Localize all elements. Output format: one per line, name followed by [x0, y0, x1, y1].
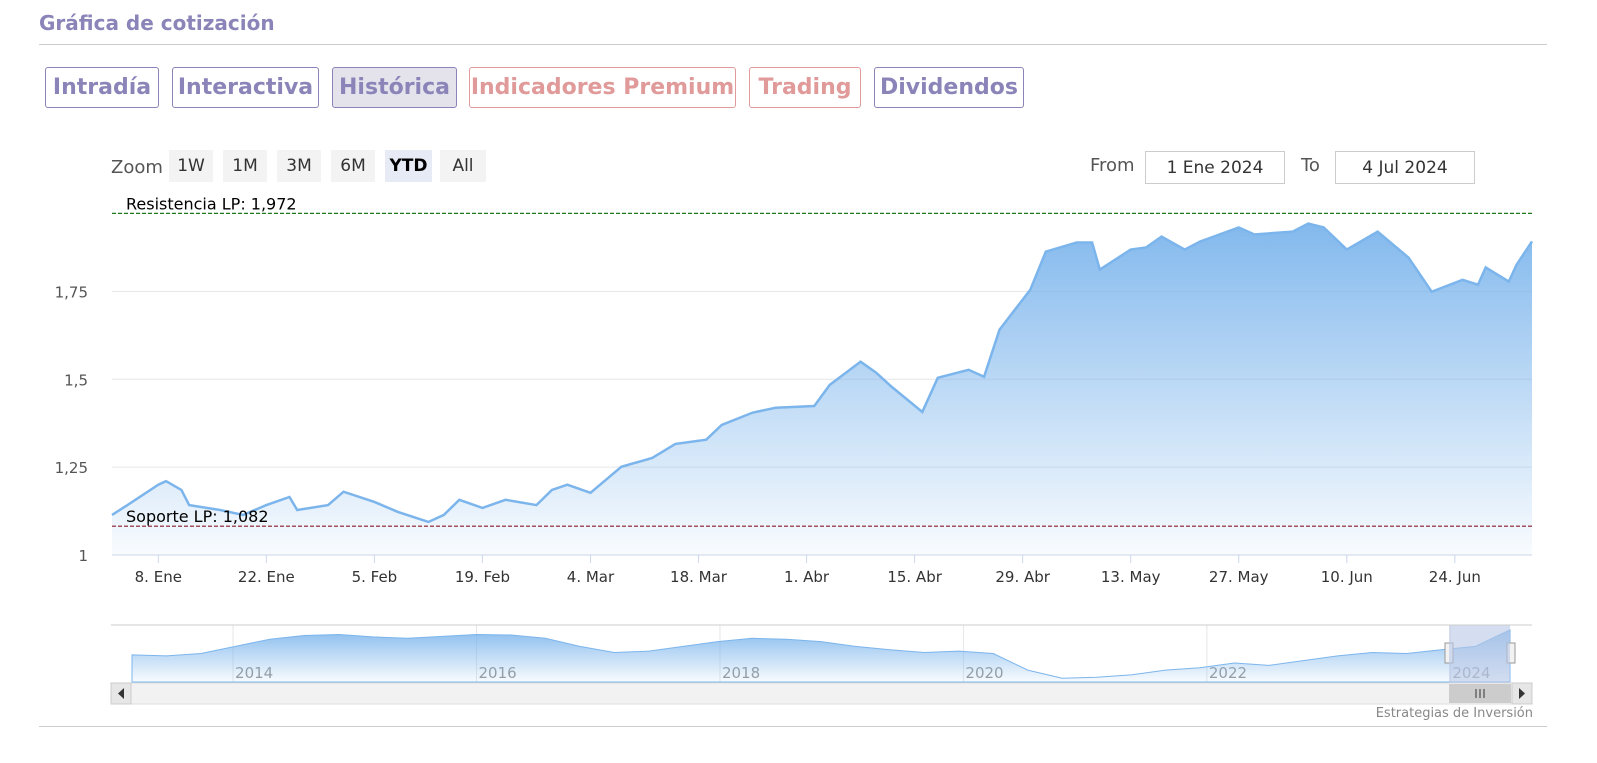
- x-tick-label: 22. Ene: [238, 568, 295, 586]
- x-tick-label: 29. Abr: [995, 568, 1050, 586]
- x-tick-label: 10. Jun: [1321, 568, 1373, 586]
- zoom-button[interactable]: 6M: [331, 150, 375, 182]
- plot-line-label: Soporte LP: 1,082: [126, 507, 269, 526]
- x-tick-label: 4. Mar: [567, 568, 615, 586]
- tab[interactable]: Intradía: [45, 67, 159, 108]
- scrollbar[interactable]: [110, 682, 1533, 705]
- x-tick-label: 5. Feb: [352, 568, 398, 586]
- y-tick-label: 1: [78, 547, 88, 565]
- tab[interactable]: Interactiva: [172, 67, 319, 108]
- arrow: [118, 688, 124, 699]
- from-label: From: [1090, 155, 1135, 176]
- navigator-mask: [1449, 625, 1510, 683]
- tab[interactable]: Histórica: [332, 67, 457, 108]
- to-input[interactable]: 4 Jul 2024: [1335, 151, 1475, 184]
- zoom-button[interactable]: 3M: [277, 150, 321, 182]
- y-tick-label: 1,25: [55, 459, 88, 477]
- credit: Estrategias de Inversión: [1375, 706, 1533, 721]
- navigator-area: [131, 628, 1511, 683]
- y-tick-label: 1,75: [55, 283, 88, 301]
- navigator: 201420162018202020222024: [131, 625, 1516, 683]
- line: [111, 222, 1534, 524]
- grip: [1475, 689, 1485, 698]
- zoom-button[interactable]: YTD: [385, 150, 432, 182]
- x-tick-label: 15. Abr: [887, 568, 942, 586]
- x-tick-label: 8. Ene: [135, 568, 182, 586]
- divider: [39, 726, 1547, 727]
- x-tick-label: 27. May: [1209, 568, 1269, 586]
- zoom-label: Zoom: [111, 157, 163, 178]
- zoom-button[interactable]: 1M: [223, 150, 267, 182]
- arrow: [1519, 688, 1525, 699]
- plot-line-label: Resistencia LP: 1,972: [126, 194, 297, 213]
- x-tick-label: 18. Mar: [670, 568, 728, 586]
- x-tick-label: 24. Jun: [1429, 568, 1481, 586]
- x-tick-label: 1. Abr: [784, 568, 830, 586]
- tab[interactable]: Indicadores Premium: [469, 67, 736, 108]
- plot: 1 1,25 1,5 1,75 8. Ene 22. Ene 5. Feb 19. Feb 4.…: [55, 194, 1534, 586]
- from-input[interactable]: 1 Ene 2024: [1145, 151, 1285, 184]
- tab[interactable]: Dividendos: [874, 67, 1024, 108]
- to-label: To: [1301, 155, 1320, 176]
- divider: [39, 44, 1547, 45]
- x-tick-label: 13. May: [1101, 568, 1161, 586]
- x-tick-label: 19. Feb: [455, 568, 510, 586]
- y-tick-label: 1,5: [64, 371, 88, 389]
- zoom-button[interactable]: 1W: [169, 150, 213, 182]
- tab[interactable]: Trading: [749, 67, 861, 108]
- header-title: Gráfica de cotización: [39, 11, 275, 35]
- area: [112, 223, 1532, 555]
- zoom-button[interactable]: All: [440, 150, 486, 182]
